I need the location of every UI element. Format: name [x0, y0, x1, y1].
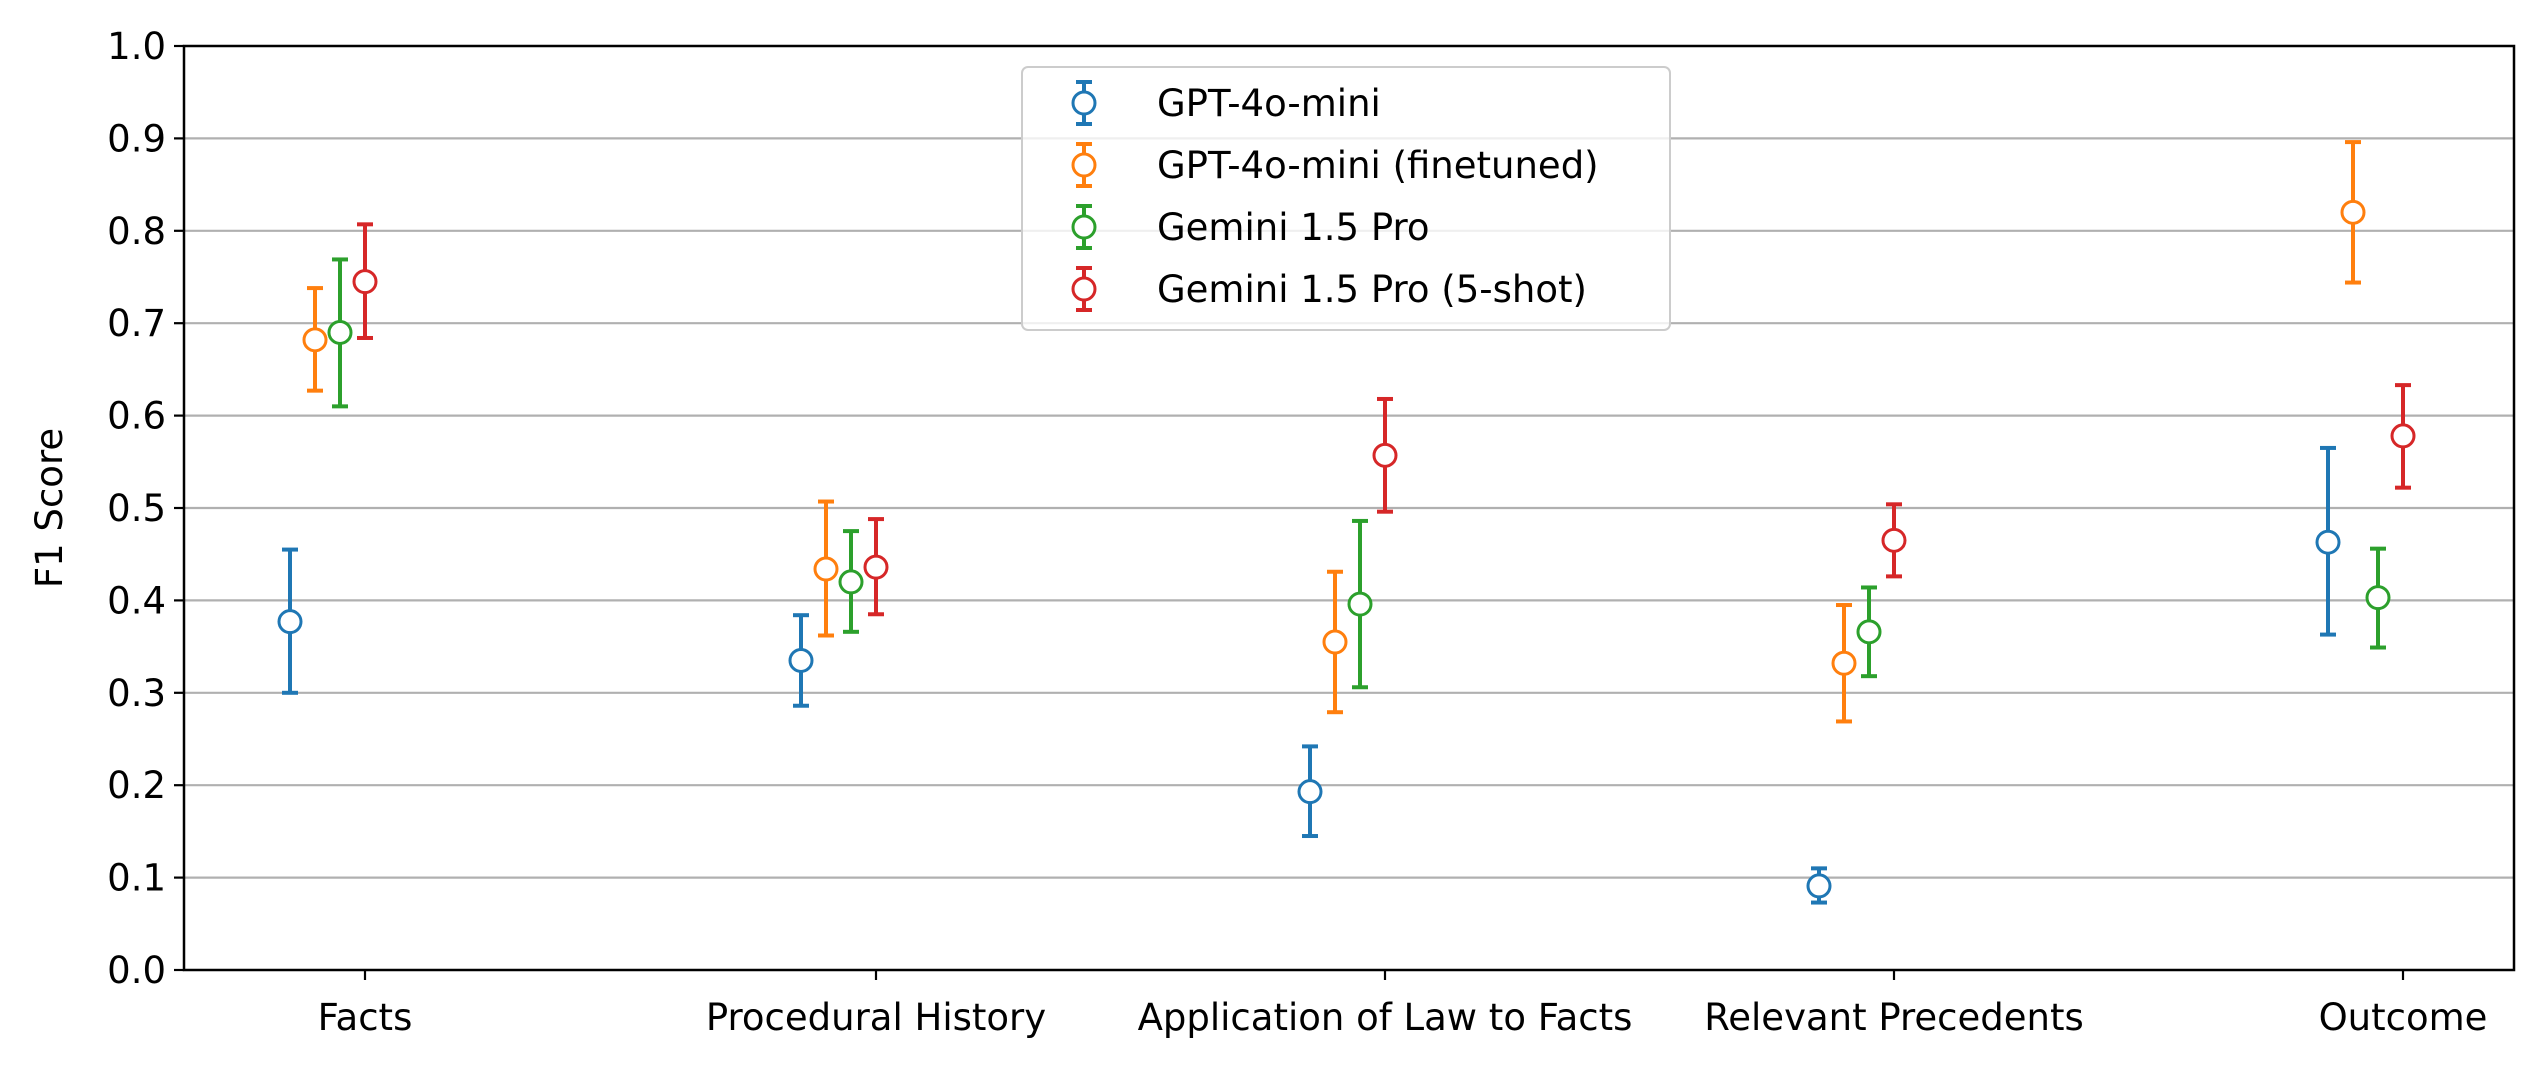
- y-tick-label: 0.2: [107, 764, 166, 807]
- data-point: [277, 609, 303, 635]
- data-point: [2315, 529, 2341, 555]
- grid-lines: [184, 137, 2514, 879]
- data-point: [813, 556, 839, 582]
- legend-entry: GPT-4o-mini (finetuned): [1071, 142, 1599, 188]
- data-point: [2390, 423, 2416, 449]
- data-marks: [277, 140, 2416, 905]
- x-tick-label: Application of Law to Facts: [1138, 996, 1633, 1039]
- data-point: [1881, 527, 1907, 553]
- legend: GPT-4o-mini GPT-4o-mini (finetuned) Gemini…: [1021, 66, 1671, 331]
- data-point: [1297, 779, 1323, 805]
- legend-box: [1021, 66, 1671, 331]
- y-axis-label: F1 Score: [28, 428, 71, 588]
- x-tick-label: Relevant Precedents: [1704, 996, 2084, 1039]
- y-tick-label: 0.4: [107, 579, 166, 622]
- x-axis: Facts Procedural History Application of La…: [318, 970, 2488, 1039]
- legend-marker: [1071, 152, 1097, 178]
- data-point: [788, 647, 814, 673]
- y-tick-label: 0.9: [107, 117, 166, 160]
- legend-label: GPT-4o-mini: [1157, 82, 1381, 125]
- series-3: [352, 222, 2416, 617]
- y-tick-label: 0.0: [107, 949, 166, 992]
- data-point: [352, 269, 378, 295]
- legend-marker: [1071, 214, 1097, 240]
- data-point: [1806, 873, 1832, 899]
- y-tick-label: 0.1: [107, 857, 166, 900]
- x-tick-label: Procedural History: [706, 996, 1046, 1039]
- legend-marker: [1071, 90, 1097, 116]
- y-tick-label: 0.6: [107, 395, 166, 438]
- y-tick-label: 0.7: [107, 302, 166, 345]
- data-point: [1322, 629, 1348, 655]
- y-axis: 0.0 0.1 0.2 0.3 0.4 0.5 0.6 0.7 0.8 0.9 1.0: [107, 25, 184, 992]
- data-point: [1347, 591, 1373, 617]
- data-point: [2340, 199, 2366, 225]
- x-tick-label: Facts: [318, 996, 413, 1039]
- y-tick-label: 0.5: [107, 487, 166, 530]
- data-point: [863, 554, 889, 580]
- data-point: [302, 327, 328, 353]
- data-point: [2365, 585, 2391, 611]
- data-point: [1831, 650, 1857, 676]
- series-0: [277, 445, 2341, 905]
- y-tick-label: 0.3: [107, 672, 166, 715]
- legend-label: Gemini 1.5 Pro: [1157, 206, 1430, 249]
- legend-label: Gemini 1.5 Pro (5-shot): [1157, 268, 1587, 311]
- data-point: [838, 569, 864, 595]
- data-point: [1856, 619, 1882, 645]
- series-1: [302, 140, 2366, 724]
- legend-marker: [1071, 276, 1097, 302]
- x-tick-label: Outcome: [2319, 996, 2488, 1039]
- data-point: [327, 319, 353, 345]
- series-2: [327, 257, 2391, 690]
- legend-entry: GPT-4o-mini: [1071, 80, 1381, 126]
- legend-label: GPT-4o-mini (finetuned): [1157, 144, 1599, 187]
- legend-entry: Gemini 1.5 Pro (5-shot): [1071, 266, 1587, 312]
- y-tick-label: 0.8: [107, 210, 166, 253]
- data-point: [1372, 442, 1398, 468]
- legend-entry: Gemini 1.5 Pro: [1071, 204, 1430, 250]
- y-tick-label: 1.0: [107, 25, 166, 68]
